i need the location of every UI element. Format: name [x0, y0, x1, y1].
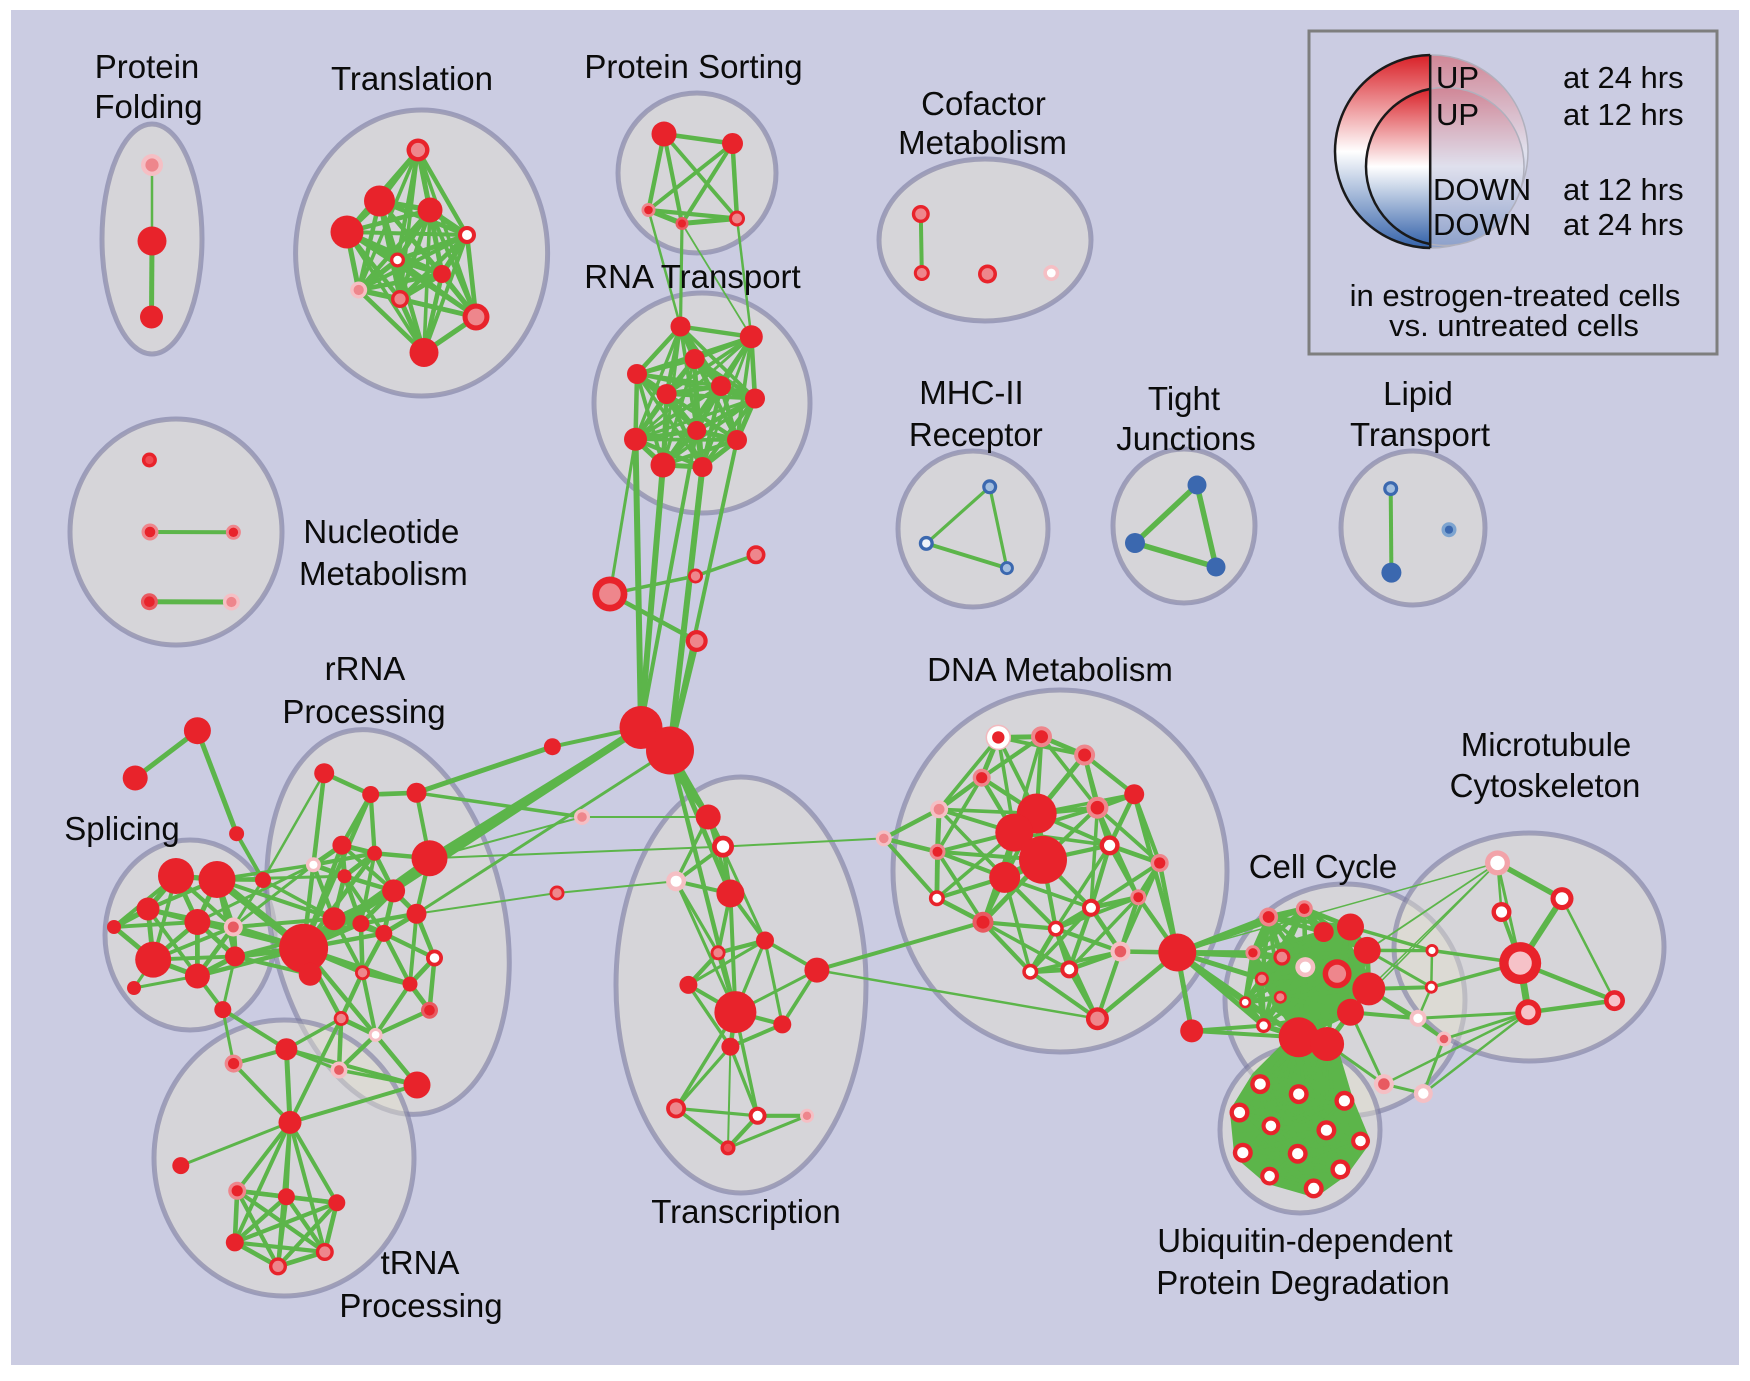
- svg-text:Nucleotide: Nucleotide: [303, 513, 459, 550]
- svg-text:Cell Cycle: Cell Cycle: [1249, 848, 1398, 885]
- svg-text:Protein Sorting: Protein Sorting: [584, 48, 802, 85]
- svg-text:Cytoskeleton: Cytoskeleton: [1450, 767, 1641, 804]
- svg-text:vs. untreated cells: vs. untreated cells: [1389, 308, 1639, 343]
- svg-text:DOWN: DOWN: [1433, 207, 1531, 242]
- svg-text:Translation: Translation: [331, 60, 493, 97]
- svg-text:Tight: Tight: [1148, 380, 1220, 417]
- svg-text:Microtubule: Microtubule: [1461, 726, 1632, 763]
- svg-text:Cofactor: Cofactor: [921, 85, 1046, 122]
- svg-text:at 24 hrs: at 24 hrs: [1563, 207, 1684, 242]
- svg-text:Protein: Protein: [95, 48, 200, 85]
- svg-text:Junctions: Junctions: [1116, 420, 1255, 457]
- svg-text:Metabolism: Metabolism: [299, 555, 468, 592]
- svg-text:UP: UP: [1436, 60, 1479, 95]
- svg-text:Folding: Folding: [94, 88, 202, 125]
- svg-text:DOWN: DOWN: [1433, 172, 1531, 207]
- svg-text:Transcription: Transcription: [651, 1193, 841, 1230]
- svg-text:rRNA: rRNA: [325, 650, 406, 687]
- svg-text:at 24 hrs: at 24 hrs: [1563, 60, 1684, 95]
- svg-text:Processing: Processing: [282, 693, 445, 730]
- svg-text:Transport: Transport: [1350, 416, 1490, 453]
- svg-text:Metabolism: Metabolism: [898, 124, 1067, 161]
- svg-text:Splicing: Splicing: [64, 810, 180, 847]
- svg-text:Protein Degradation: Protein Degradation: [1156, 1264, 1450, 1301]
- svg-text:Receptor: Receptor: [909, 416, 1043, 453]
- svg-text:RNA Transport: RNA Transport: [584, 258, 800, 295]
- svg-text:at 12 hrs: at 12 hrs: [1563, 172, 1684, 207]
- svg-text:UP: UP: [1436, 97, 1479, 132]
- svg-text:Processing: Processing: [339, 1287, 502, 1324]
- svg-text:tRNA: tRNA: [381, 1244, 460, 1281]
- svg-text:DNA Metabolism: DNA Metabolism: [927, 651, 1173, 688]
- svg-text:Lipid: Lipid: [1383, 375, 1453, 412]
- svg-text:at 12 hrs: at 12 hrs: [1563, 97, 1684, 132]
- svg-text:MHC-II: MHC-II: [919, 374, 1023, 411]
- svg-text:Ubiquitin-dependent: Ubiquitin-dependent: [1157, 1222, 1452, 1259]
